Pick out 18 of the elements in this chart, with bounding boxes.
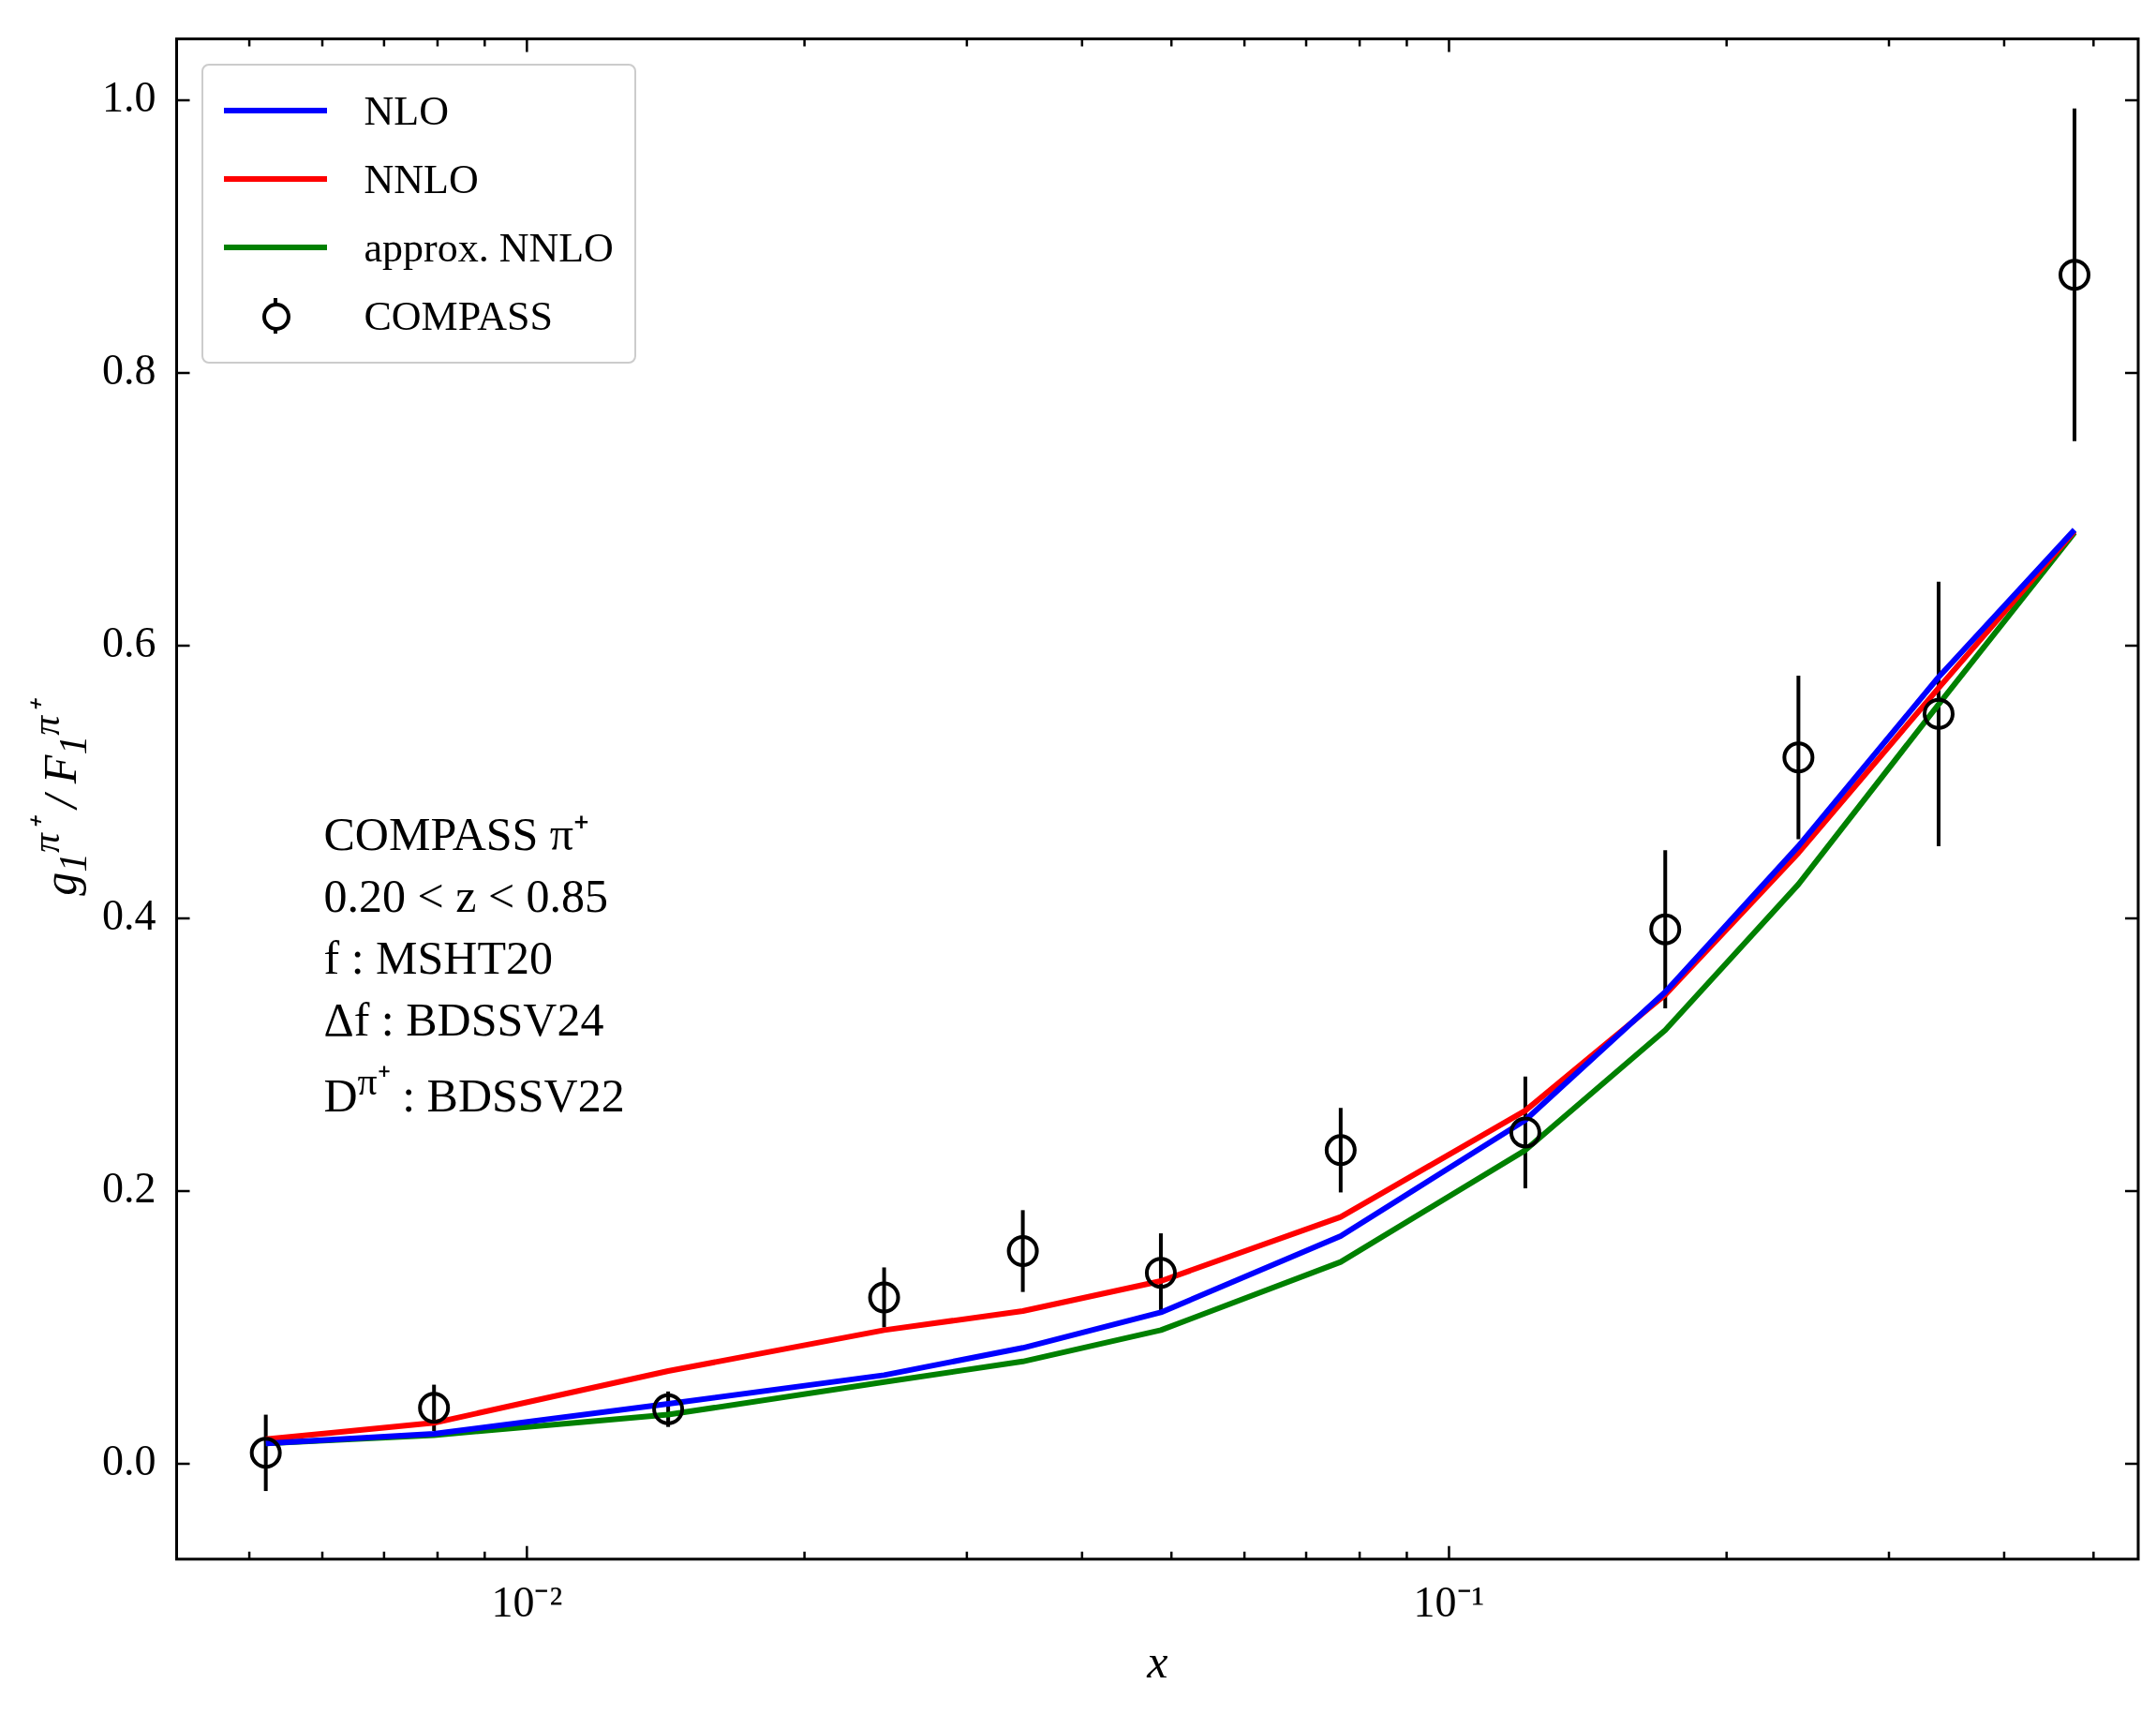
legend-label: NNLO (364, 155, 479, 203)
x-tick-label: 10⁻² (491, 1578, 563, 1627)
legend-label: approx. NNLO (364, 223, 614, 272)
annotation: D$^{π⁺}$ : BDSSV22 (323, 1058, 625, 1124)
annotation: COMPASS π⁺ (323, 806, 591, 862)
legend-label: COMPASS (364, 291, 553, 340)
legend-label: NLO (364, 86, 449, 135)
annotation: f : MSHT20 (323, 930, 554, 986)
y-tick-label: 1.0 (102, 73, 156, 122)
y-tick-label: 0.2 (102, 1164, 156, 1213)
y-tick-label: 0.6 (102, 619, 156, 667)
annotation: 0.20 < z < 0.85 (323, 868, 610, 924)
y-tick-label: 0.4 (102, 891, 156, 940)
y-tick-label: 0.8 (102, 346, 156, 395)
y-tick-label: 0.0 (102, 1437, 156, 1485)
x-axis-title: x (1147, 1633, 1168, 1689)
annotation: Δf : BDSSV24 (323, 991, 605, 1048)
x-tick-label: 10⁻¹ (1413, 1578, 1485, 1627)
